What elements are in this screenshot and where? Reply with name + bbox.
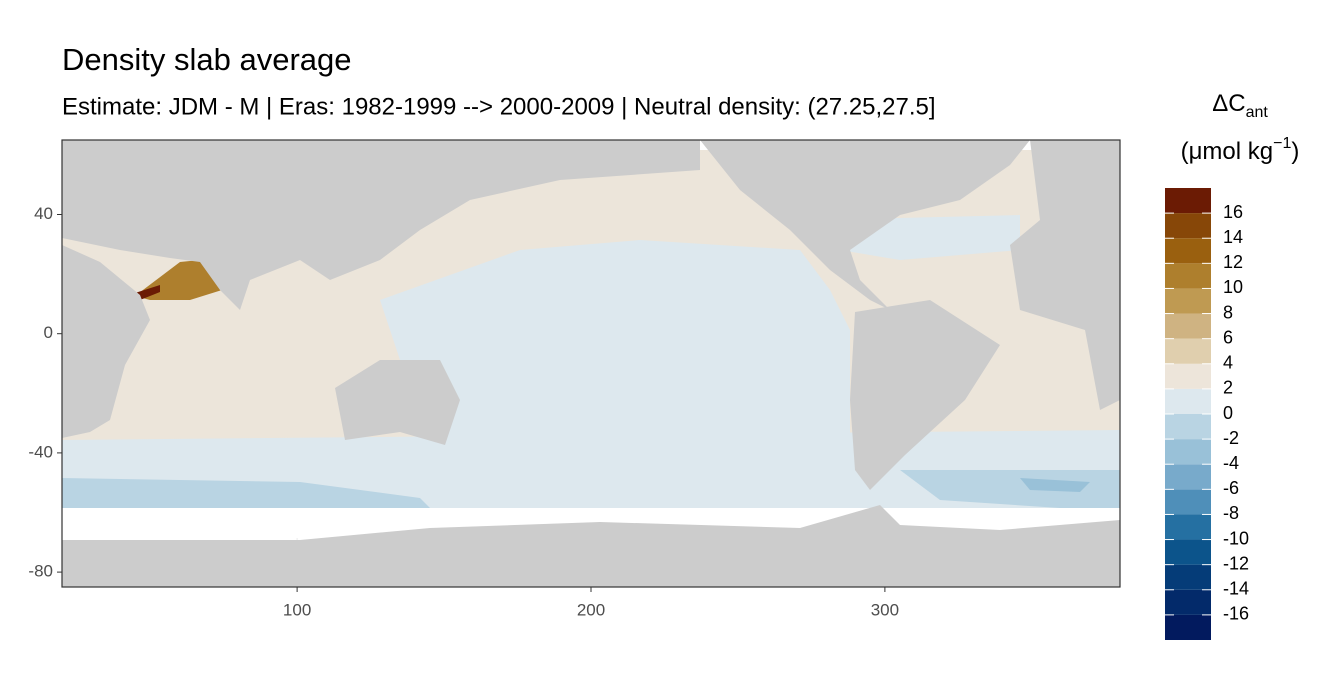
legend-swatch: [1165, 188, 1211, 214]
legend-title-main: ΔC: [1212, 90, 1245, 117]
legend-swatch: [1165, 263, 1211, 289]
legend-swatch: [1165, 489, 1211, 515]
legend-tick-label: 0: [1223, 403, 1233, 423]
legend-title-sub: ant: [1246, 104, 1269, 121]
legend-tick-label: -10: [1223, 528, 1249, 548]
legend-tick-label: -2: [1223, 428, 1239, 448]
legend-swatch: [1165, 564, 1211, 590]
legend-tick-label: -6: [1223, 478, 1239, 498]
legend-swatch: [1165, 313, 1211, 339]
legend-swatch: [1165, 363, 1211, 389]
land: [700, 140, 1030, 310]
y-tick-label: -40: [28, 442, 53, 461]
y-tick-label: 0: [44, 323, 53, 342]
legend-tick-label: -14: [1223, 579, 1249, 599]
land: [62, 140, 700, 310]
x-tick-label: 100: [283, 600, 311, 619]
land: [62, 505, 1120, 587]
legend-tick-label: -4: [1223, 453, 1239, 473]
legend-tick-label: 14: [1223, 227, 1243, 247]
x-tick-label: 300: [871, 600, 899, 619]
southern-ocean-patch: [62, 478, 430, 508]
legend-tick-label: 2: [1223, 378, 1233, 398]
legend-tick-label: 10: [1223, 277, 1243, 297]
arabian-sea-patch: [135, 285, 160, 300]
legend-tick-label: 6: [1223, 327, 1233, 347]
legend-swatch: [1165, 238, 1211, 264]
legend-unit-close: ): [1291, 138, 1299, 165]
legend-unit: (μmol kg−1): [1181, 135, 1300, 165]
southern-ocean-patch: [1020, 478, 1090, 492]
land: [335, 360, 460, 445]
legend-swatch: [1165, 338, 1211, 364]
legend-swatch: [1165, 213, 1211, 239]
legend-swatch: [1165, 464, 1211, 490]
y-tick-label: 40: [34, 204, 53, 223]
chart-subtitle: Estimate: JDM - M | Eras: 1982-1999 --> …: [62, 93, 936, 120]
legend-swatch: [1165, 614, 1211, 640]
legend-tick-label: 8: [1223, 302, 1233, 322]
legend-swatch: [1165, 414, 1211, 440]
legend-swatch: [1165, 439, 1211, 465]
legend-tick-label: -12: [1223, 553, 1249, 573]
y-tick-label: -80: [28, 562, 53, 581]
legend-swatch: [1165, 539, 1211, 565]
legend-swatch: [1165, 388, 1211, 414]
land: [62, 245, 150, 438]
land: [1010, 140, 1120, 410]
southern-ocean-patch: [900, 470, 1120, 512]
legend-swatch: [1165, 589, 1211, 615]
legend-unit-sup: −1: [1273, 135, 1291, 152]
legend-unit-main: (μmol kg: [1181, 138, 1274, 165]
legend-swatch: [1165, 288, 1211, 314]
land: [850, 300, 1000, 490]
legend-tick-label: 16: [1223, 202, 1243, 222]
ocean-negative: [380, 240, 850, 470]
legend-tick-label: 12: [1223, 252, 1243, 272]
legend-tick-label: 4: [1223, 353, 1233, 373]
legend-swatch: [1165, 514, 1211, 540]
map-panel: [61, 139, 1121, 588]
legend-tick-label: -16: [1223, 604, 1249, 624]
chart-title: Density slab average: [62, 42, 352, 77]
legend-tick-label: -8: [1223, 503, 1239, 523]
x-tick-label: 200: [577, 600, 605, 619]
legend-title: ΔCant: [1212, 90, 1268, 121]
